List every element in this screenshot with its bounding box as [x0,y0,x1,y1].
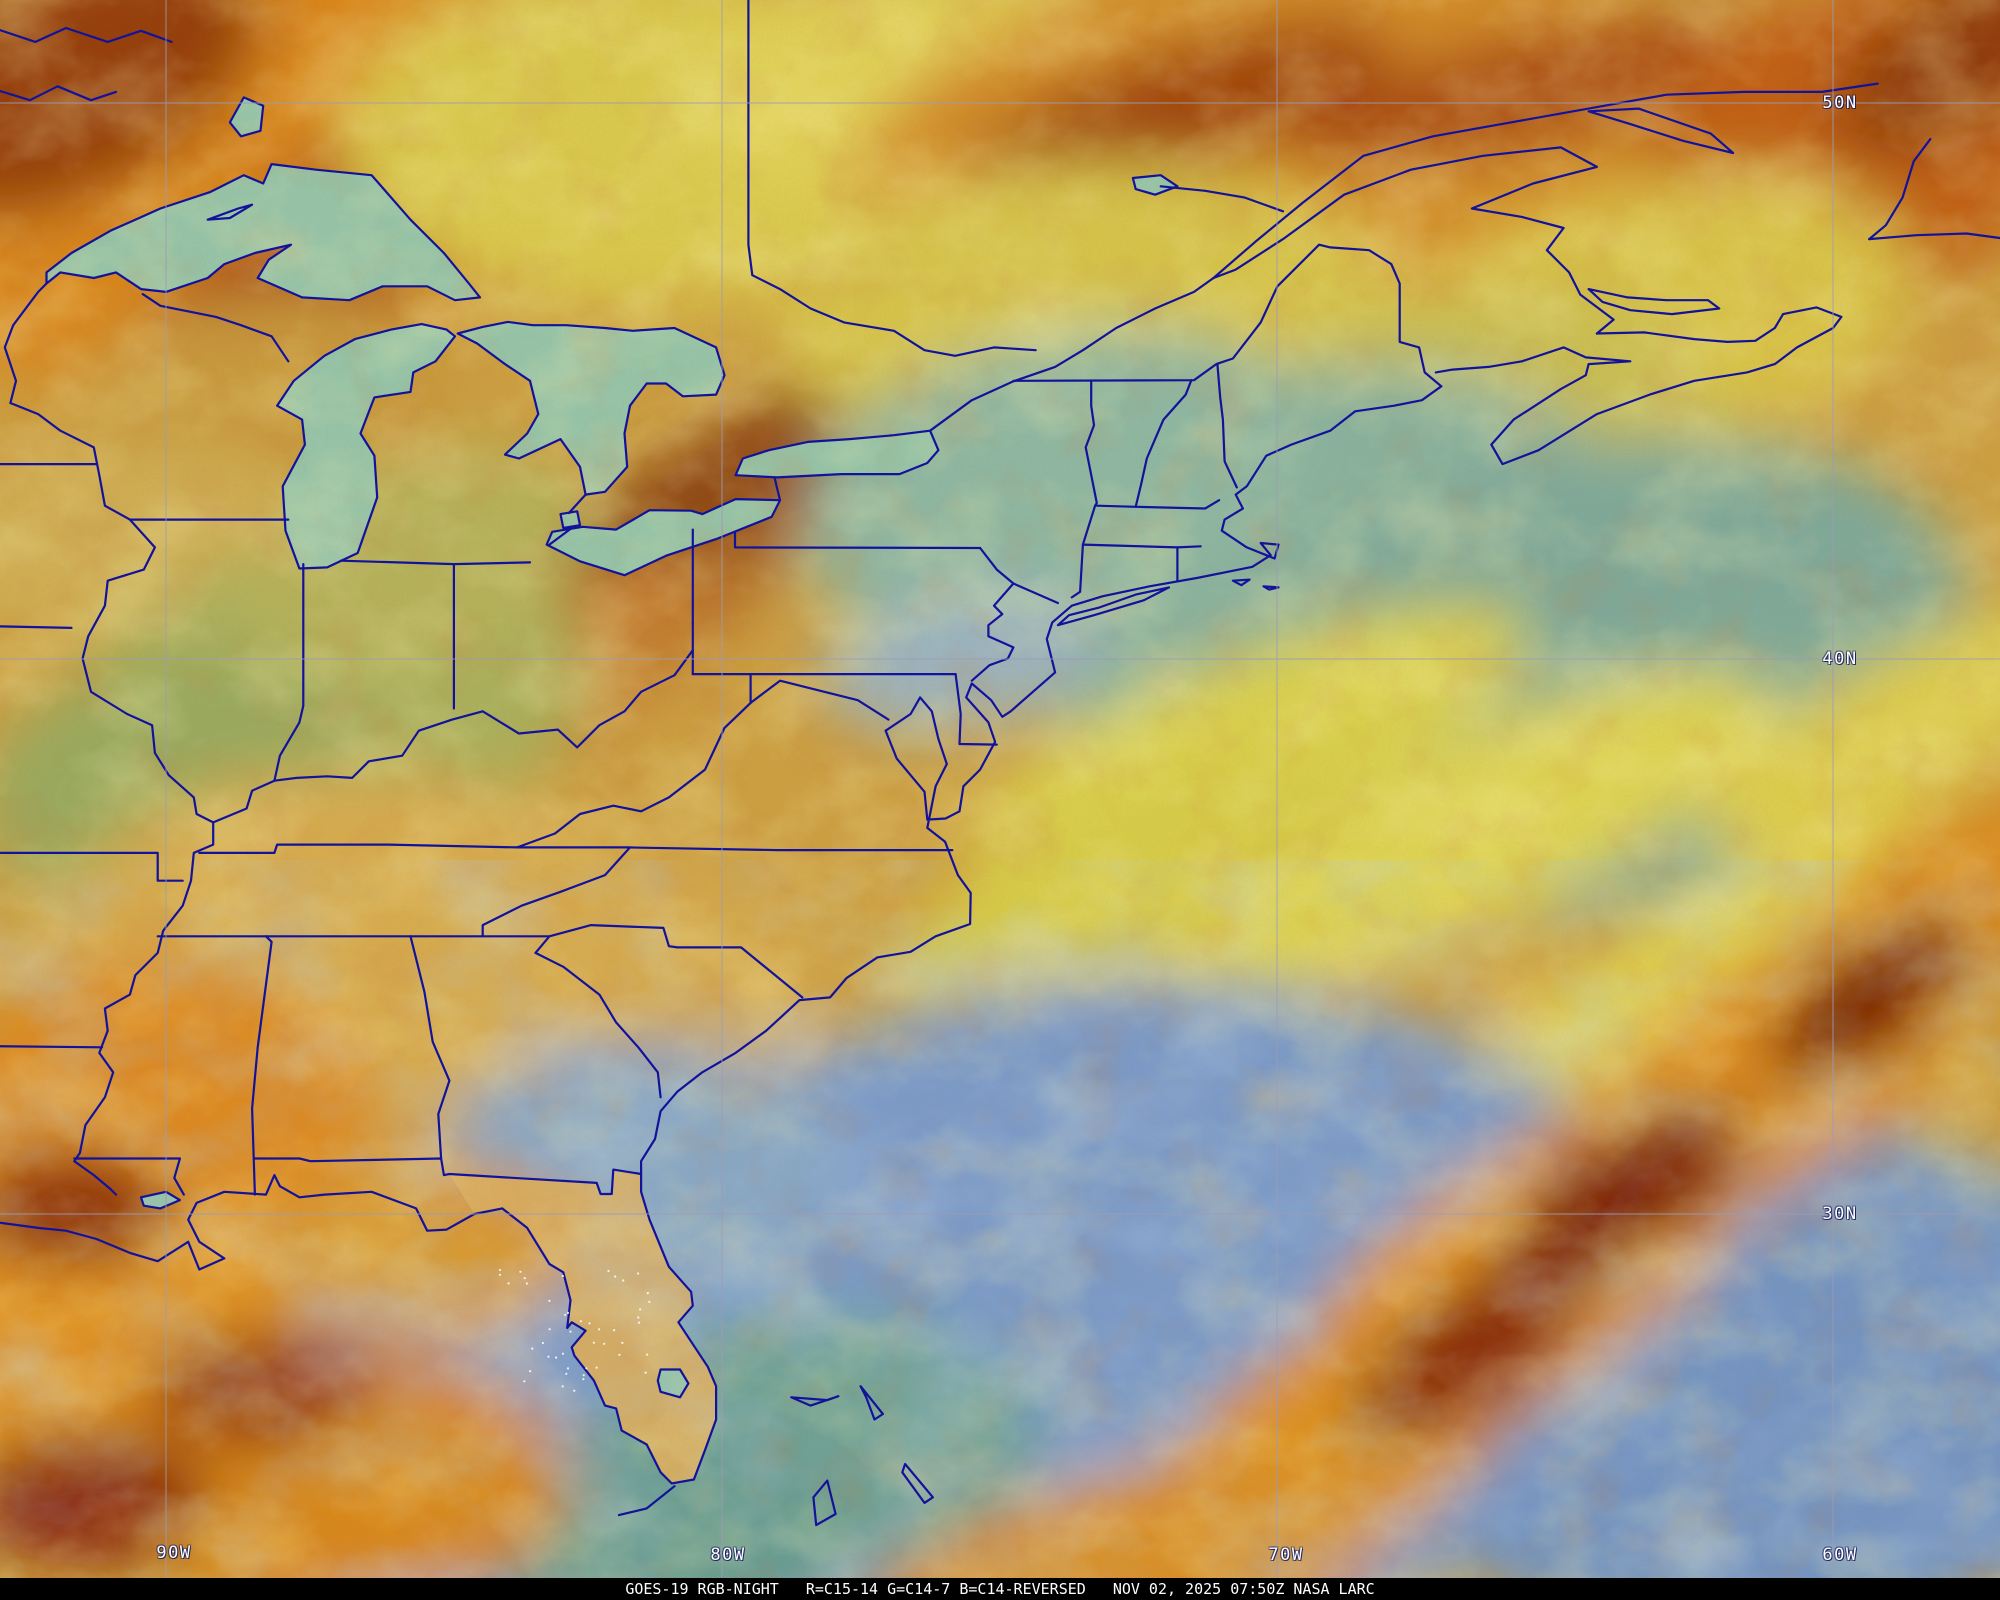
st-lawrence-river [929,276,1215,432]
caption-credit: NASA LARC [1293,1580,1375,1598]
ontario-quebec-border [747,0,1037,357]
lake-st-clair-outline [559,510,582,530]
mn-wi-border [3,282,48,405]
st-lawrence-north-shore [1212,82,1879,280]
anticosti-island [1587,107,1735,155]
lake-superior-outline [45,163,482,302]
ny-nj-border [1012,582,1059,605]
delaware-border [954,673,998,746]
eleuthera-island [901,1462,934,1504]
saguenay-river [1159,185,1285,213]
ohio-river [212,649,694,824]
lake-erie-outline [545,498,782,577]
nc-sc-border [548,924,804,999]
grand-bahama-island [790,1395,840,1407]
ar-la-border [0,1045,104,1049]
marthas-vineyard [1231,578,1251,587]
mass-north-border [1095,499,1221,510]
caption-product: GOES-19 RGB-NIGHT [625,1580,779,1598]
gaspe-new-brunswick-coast [1212,146,1615,335]
canada-river-1 [0,26,173,43]
caption-channels: R=C15-14 G=C14-7 B=C14-REVERSED [805,1580,1086,1598]
fl-north-border [253,1157,643,1196]
lake-pontchartrain-outline [139,1190,181,1210]
tn-nc-border [481,846,632,938]
caption-datetime: NOV 02, 2025 07:50Z [1112,1580,1285,1598]
ms-al-border [251,935,273,1196]
grid-label-30n: 30N [1822,1204,1858,1224]
ky-tn-border [198,843,519,854]
lake-ontario-outline [734,429,940,479]
grid-label-70w: 70W [1268,1545,1304,1565]
lake-okeechobee-outline [656,1368,690,1399]
mo-ar-border [0,851,184,882]
mississippi-river [9,401,215,1196]
mo-ia-border [0,625,73,629]
va-nc-border [516,846,954,852]
isle-royale [206,203,254,221]
delaware-river-border [970,546,1015,682]
ny-pa-border [733,531,982,550]
grid-label-50n: 50N [1822,93,1858,113]
st-clair-river [567,493,587,515]
tn-southern-border [156,935,551,954]
atlantic-gulf-coast [0,385,1443,1485]
nh-maine-border [1216,363,1238,489]
prince-edward-island [1587,288,1721,316]
grid-label-60w: 60W [1822,1545,1858,1565]
mi-south-border [339,559,532,566]
detroit-river [548,526,573,546]
canada-border-east [1012,243,1443,388]
lake-michigan-outline [276,323,457,570]
lake-nipigon-outline [228,96,265,138]
caption-bar: GOES-19 RGB-NIGHT R=C15-14 G=C14-7 B=C14… [0,1578,2000,1600]
nantucket-island [1262,585,1280,591]
grid-label-40n: 40N [1822,649,1858,669]
al-ga-border [409,935,451,1160]
lac-st-jean-outline [1131,174,1179,196]
ga-sc-border [534,951,662,1099]
nova-scotia-coast [1434,306,1843,466]
wi-mi-border [141,293,290,363]
potomac-river [749,673,890,721]
grid-label-90w: 90W [156,1543,192,1563]
vt-nh-border [1134,379,1193,508]
canada-river-2 [0,85,118,102]
florida-city-lights [498,1268,651,1392]
newfoundland-south-coast [1868,232,2000,241]
wv-va-border [516,701,752,849]
grid-label-80w: 80W [710,1545,746,1565]
la-ms-border [73,1157,185,1196]
abaco-island [859,1385,884,1421]
long-island [1056,586,1171,627]
ny-vt-border [1084,379,1098,507]
niagara-river [773,476,782,502]
lake-huron-outline [456,320,726,496]
newfoundland-west-coast [1868,138,1932,241]
ny-mass-ct-border [1070,504,1097,599]
andros-island [812,1479,837,1527]
florida-keys [617,1485,676,1517]
